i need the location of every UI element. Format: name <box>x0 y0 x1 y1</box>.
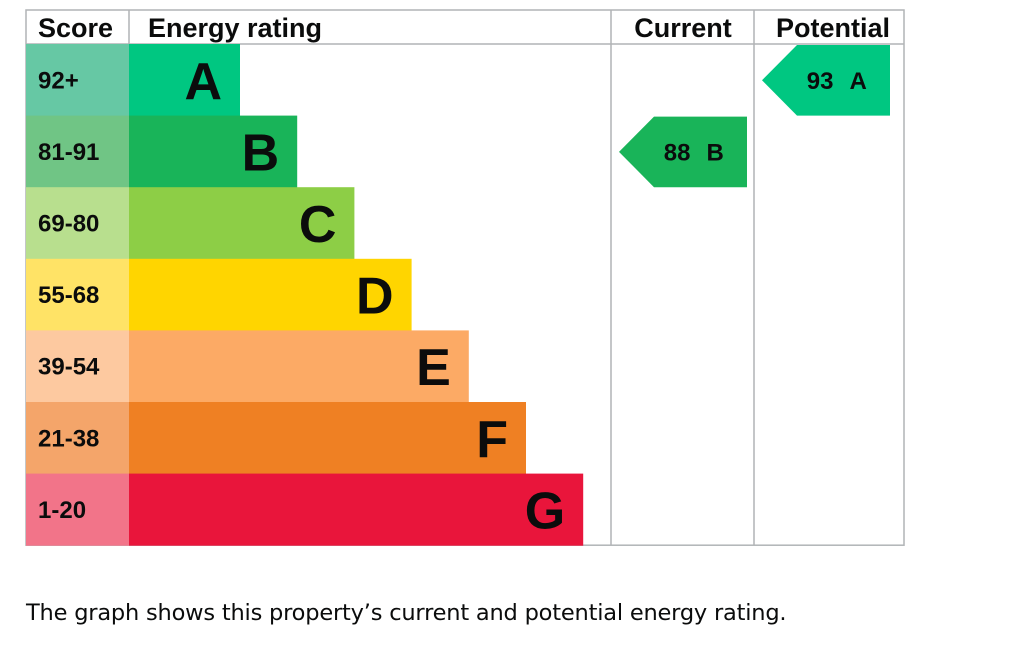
score-range-f: 21-38 <box>38 425 99 452</box>
rating-bar-d <box>129 258 412 331</box>
score-range-e: 39-54 <box>38 354 100 381</box>
chart-caption: The graph shows this property’s current … <box>26 600 787 626</box>
rating-letter-d: D <box>356 268 394 326</box>
score-cell-d <box>26 258 129 331</box>
band-b: 81-91 B <box>26 115 298 188</box>
band-e: 39-54 E <box>26 330 469 403</box>
band-d: 55-68 D <box>26 258 412 331</box>
rating-letter-a: A <box>184 53 222 111</box>
score-cell-e <box>26 330 129 403</box>
score-range-g: 1-20 <box>38 497 86 524</box>
current-rating-value: 88 <box>664 139 691 166</box>
rating-bar-f <box>129 402 526 475</box>
current-arrow-shape <box>619 116 747 188</box>
score-cell-g <box>26 473 129 546</box>
band-c: 69-80 C <box>26 187 355 260</box>
current-column-header: Current <box>634 13 732 43</box>
rating-letter-e: E <box>416 339 451 397</box>
rating-letter-f: F <box>476 411 508 469</box>
band-g: 1-20 G <box>26 473 584 546</box>
energy-rating-column-header: Energy rating <box>148 13 322 43</box>
score-cell-f <box>26 402 129 475</box>
current-rating-letter: B <box>707 139 724 166</box>
score-range-a: 92+ <box>38 67 79 94</box>
band-a: 92+ A <box>26 44 240 117</box>
score-range-b: 81-91 <box>38 139 99 166</box>
potential-rating-arrow: 93 A <box>762 45 890 116</box>
score-range-d: 55-68 <box>38 282 99 309</box>
rating-bar-b <box>129 115 298 188</box>
score-column-header: Score <box>38 13 113 43</box>
chart-headers: Score Energy rating Current Potential <box>38 13 890 43</box>
score-cell-c <box>26 187 129 260</box>
potential-arrow-shape <box>762 45 890 116</box>
current-rating-arrow: 88 B <box>619 116 747 188</box>
score-cell-b <box>26 115 129 188</box>
rating-bar-e <box>129 330 469 403</box>
rating-bar-c <box>129 187 355 260</box>
potential-rating-letter: A <box>850 68 867 95</box>
rating-letter-b: B <box>242 124 280 182</box>
score-cell-a <box>26 44 129 117</box>
epc-chart: Score Energy rating Current Potential 92… <box>25 9 905 546</box>
rating-bar-g <box>129 473 584 546</box>
rating-letter-c: C <box>299 196 337 254</box>
band-f: 21-38 F <box>26 402 526 475</box>
rating-arrows: 88 B 93 A <box>619 45 890 188</box>
rating-bar-a <box>129 44 240 117</box>
rating-bands: 92+ A 81-91 B 69-80 C 55-68 D 39-54 E 21-38 F 1-20 G <box>26 44 584 546</box>
rating-letter-g: G <box>525 482 565 540</box>
potential-column-header: Potential <box>776 13 890 43</box>
potential-rating-value: 93 <box>807 68 834 95</box>
score-range-c: 69-80 <box>38 211 99 238</box>
